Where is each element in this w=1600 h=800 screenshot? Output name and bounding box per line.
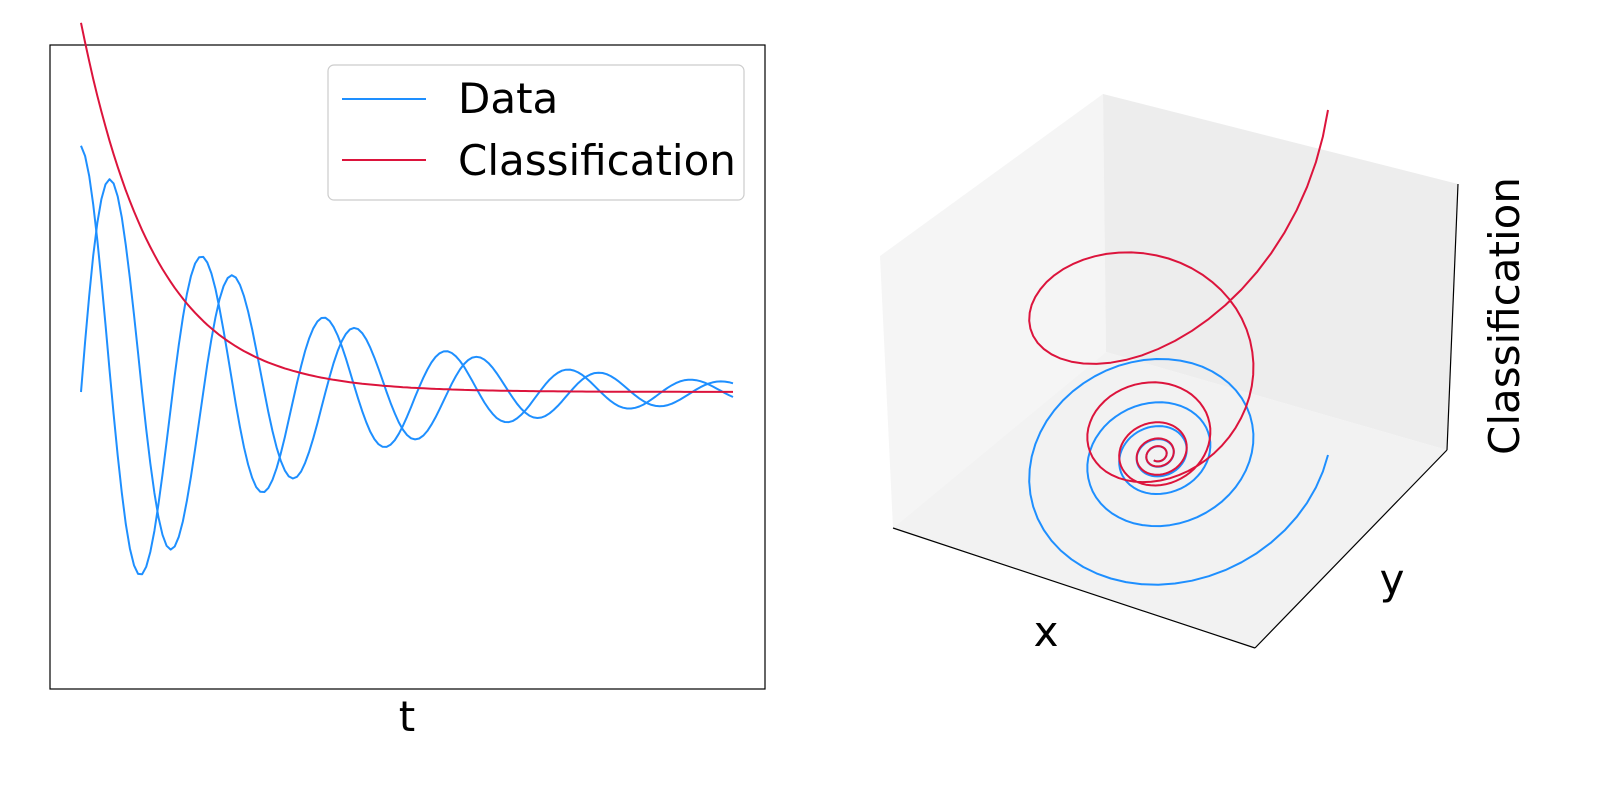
series-data-y-line [80, 178, 734, 551]
3d-lines [1028, 109, 1329, 586]
time-series-panel: Data Classification t [49, 22, 766, 741]
pane-back-right [1103, 94, 1458, 450]
series-classification-line [80, 22, 733, 393]
pane-back-left [880, 94, 1106, 528]
series-classification-3d-line [1028, 109, 1329, 487]
series-data-x-line [80, 145, 734, 576]
x-axis-line [892, 527, 1256, 649]
legend-label-classification: Classification [458, 136, 736, 185]
pane-floor [893, 352, 1447, 648]
legend-label-data: Data [458, 74, 558, 123]
z-axis-label-3d: Classification [1480, 177, 1529, 455]
legend: Data Classification [327, 64, 745, 201]
y-axis-label-3d: y [1380, 555, 1405, 604]
x-axis-label-3d: x [1034, 607, 1059, 656]
y-axis-line [1254, 449, 1448, 649]
3d-panel: x y Classification [880, 94, 1529, 656]
z-axis-line [1446, 183, 1459, 451]
legend-box [327, 64, 745, 201]
time-series-lines [80, 22, 734, 576]
x-axis-label: t [399, 692, 415, 741]
